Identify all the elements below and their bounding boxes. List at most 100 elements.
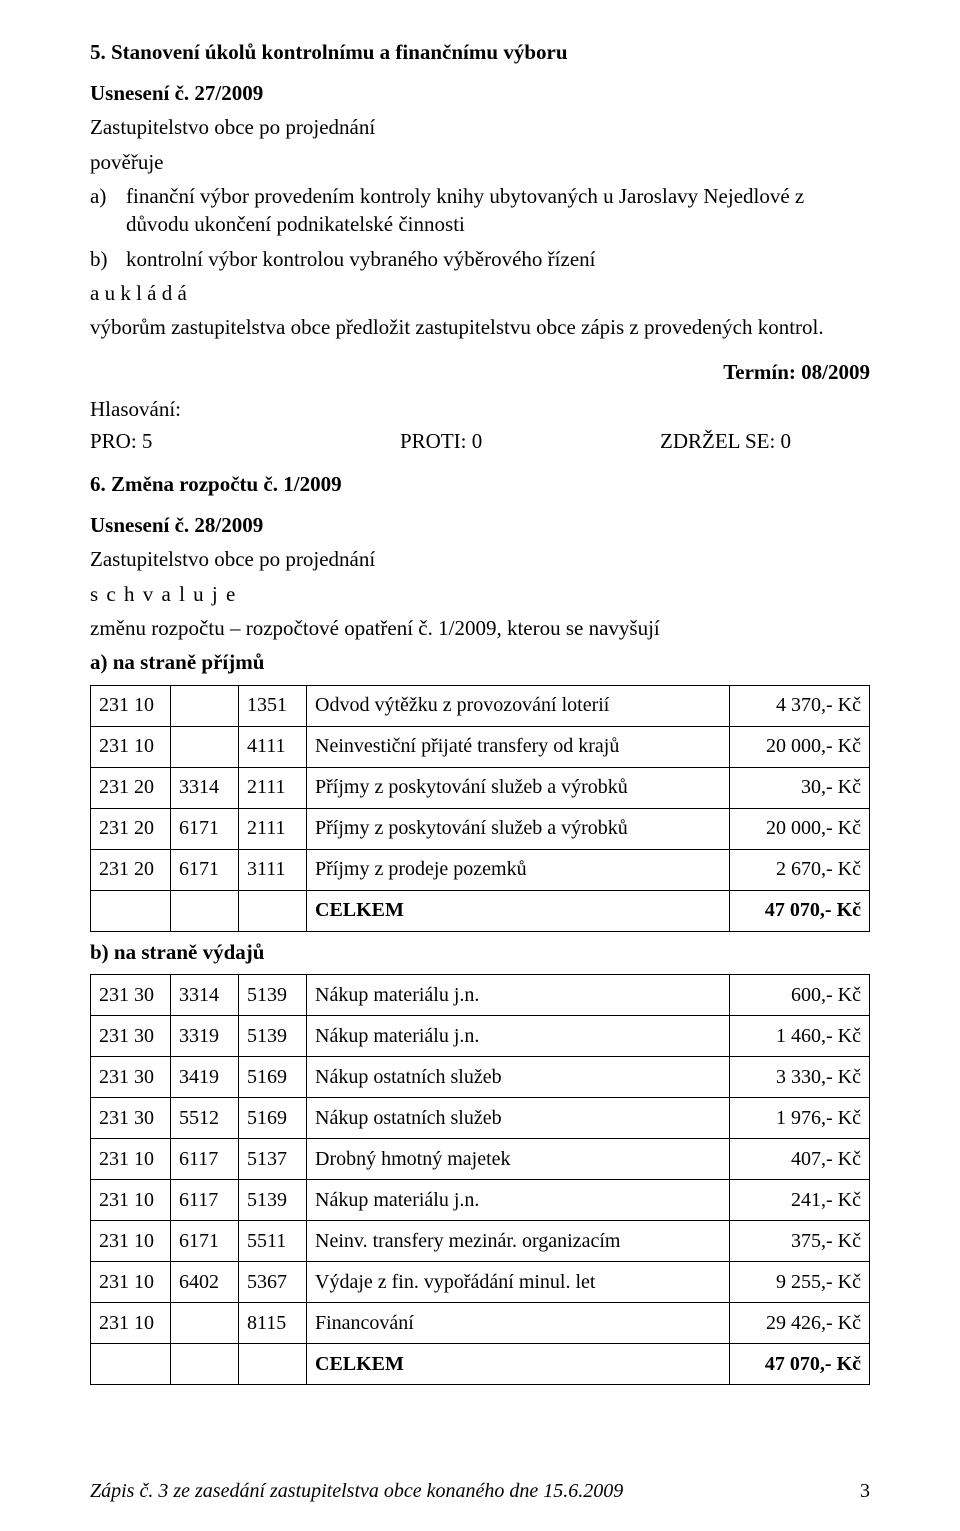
table-cell: 375,- Kč [730, 1221, 870, 1262]
table-cell: 6171 [171, 808, 239, 849]
table-row: 231 1061715511Neinv. transfery mezinár. … [91, 1221, 870, 1262]
table-cell: 1351 [239, 685, 307, 726]
table-cell [91, 1344, 171, 1385]
table-cell: 5512 [171, 1098, 239, 1139]
section6-usneseni: Usnesení č. 28/2009 [90, 511, 870, 539]
table-cell: 6117 [171, 1139, 239, 1180]
section5-uklada-text: výborům zastupitelstva obce předložit za… [90, 313, 870, 341]
table-row: 231 1061175137Drobný hmotný majetek407,-… [91, 1139, 870, 1180]
table-cell: 2 670,- Kč [730, 849, 870, 890]
table-cell: Odvod výtěžku z provozování loterií [307, 685, 730, 726]
table-cell: 5169 [239, 1057, 307, 1098]
section6-heading: 6. Změna rozpočtu č. 1/2009 [90, 472, 870, 497]
table-cell: 231 30 [91, 1057, 171, 1098]
table-cell: Příjmy z poskytování služeb a výrobků [307, 767, 730, 808]
page-footer: Zápis č. 3 ze zasedání zastupitelstva ob… [90, 1480, 870, 1503]
table-cell: 5137 [239, 1139, 307, 1180]
hlasovani-zdrzel: ZDRŽEL SE: 0 [660, 429, 870, 454]
table-cell: Výdaje z fin. vypořádání minul. let [307, 1262, 730, 1303]
table-row: 231 3055125169Nákup ostatních služeb1 97… [91, 1098, 870, 1139]
footer-page-number: 3 [860, 1480, 870, 1503]
hlasovani-pro: PRO: 5 [90, 429, 400, 454]
section5-usneseni: Usnesení č. 27/2009 [90, 79, 870, 107]
vydaje-heading: b) na straně výdajů [90, 938, 870, 966]
table-row: 231 1064025367Výdaje z fin. vypořádání m… [91, 1262, 870, 1303]
table-cell: 6171 [171, 849, 239, 890]
table-cell: 3419 [171, 1057, 239, 1098]
section5-termin: Termín: 08/2009 [90, 360, 870, 385]
list-marker: a) [90, 182, 126, 239]
section5-body1: Zastupitelstvo obce po projednání [90, 113, 870, 141]
list-item-text: kontrolní výbor kontrolou vybraného výbě… [126, 245, 595, 273]
table-cell: 231 10 [91, 726, 171, 767]
table-cell: 407,- Kč [730, 1139, 870, 1180]
table-cell [239, 890, 307, 931]
prijmy-heading: a) na straně příjmů [90, 648, 870, 676]
section6-schvaluje: s c h v a l u j e [90, 580, 870, 608]
table-cell: 47 070,- Kč [730, 890, 870, 931]
table-cell: 2111 [239, 767, 307, 808]
table-cell: 47 070,- Kč [730, 1344, 870, 1385]
table-cell: 231 10 [91, 1221, 171, 1262]
hlasovani-proti: PROTI: 0 [400, 429, 660, 454]
table-cell: Nákup materiálu j.n. [307, 1180, 730, 1221]
table-cell: 231 10 [91, 1139, 171, 1180]
table-cell [239, 1344, 307, 1385]
table-cell: 9 255,- Kč [730, 1262, 870, 1303]
table-cell: 231 20 [91, 808, 171, 849]
table-cell: 8115 [239, 1303, 307, 1344]
table-cell: 231 10 [91, 685, 171, 726]
table-cell: Neinv. transfery mezinár. organizacím [307, 1221, 730, 1262]
table-cell: 231 10 [91, 1303, 171, 1344]
table-cell: 5139 [239, 1016, 307, 1057]
section5-heading: 5. Stanovení úkolů kontrolnímu a finančn… [90, 40, 870, 65]
table-cell: 6171 [171, 1221, 239, 1262]
table-cell [171, 1344, 239, 1385]
table-prijmy: 231 10 1351Odvod výtěžku z provozování lo… [90, 685, 870, 932]
list-marker: b) [90, 245, 126, 273]
table-cell: 3314 [171, 767, 239, 808]
table-cell: 241,- Kč [730, 1180, 870, 1221]
table-row: 231 10 4111Neinvestiční přijaté transfery… [91, 726, 870, 767]
table-cell: 3319 [171, 1016, 239, 1057]
table-cell: Nákup ostatních služeb [307, 1057, 730, 1098]
table-cell: CELKEM [307, 890, 730, 931]
section5-uklada: a u k l á d á [90, 279, 870, 307]
table-cell: 3314 [171, 975, 239, 1016]
table-row: 231 1061175139Nákup materiálu j.n.241,- … [91, 1180, 870, 1221]
table-cell: 231 10 [91, 1262, 171, 1303]
table-cell: Nákup ostatních služeb [307, 1098, 730, 1139]
table-cell: Příjmy z poskytování služeb a výrobků [307, 808, 730, 849]
table-cell: 5169 [239, 1098, 307, 1139]
table-cell: 6117 [171, 1180, 239, 1221]
table-cell [171, 726, 239, 767]
table-cell: 3 330,- Kč [730, 1057, 870, 1098]
table-total-row: CELKEM47 070,- Kč [91, 890, 870, 931]
table-cell: Příjmy z prodeje pozemků [307, 849, 730, 890]
table-cell: 231 30 [91, 1098, 171, 1139]
section6-zmenu: změnu rozpočtu – rozpočtové opatření č. … [90, 614, 870, 642]
hlasovani-label: Hlasování: [90, 395, 870, 423]
table-cell: 4111 [239, 726, 307, 767]
table-cell: Neinvestiční přijaté transfery od krajů [307, 726, 730, 767]
table-cell: 5367 [239, 1262, 307, 1303]
table-cell: 231 10 [91, 1180, 171, 1221]
table-cell: Nákup materiálu j.n. [307, 975, 730, 1016]
table-cell: 29 426,- Kč [730, 1303, 870, 1344]
table-row: 231 2033142111Příjmy z poskytování služe… [91, 767, 870, 808]
table-cell: 2111 [239, 808, 307, 849]
table-cell: 20 000,- Kč [730, 726, 870, 767]
table-cell: Drobný hmotný majetek [307, 1139, 730, 1180]
table-cell: 3111 [239, 849, 307, 890]
table-cell: 231 20 [91, 849, 171, 890]
table-row: 231 2061713111Příjmy z prodeje pozemků2 … [91, 849, 870, 890]
table-cell [91, 890, 171, 931]
table-row: 231 10 1351Odvod výtěžku z provozování lo… [91, 685, 870, 726]
table-cell [171, 685, 239, 726]
table-cell: 5139 [239, 975, 307, 1016]
table-cell: 20 000,- Kč [730, 808, 870, 849]
footer-text: Zápis č. 3 ze zasedání zastupitelstva ob… [90, 1480, 623, 1503]
hlasovani-results: PRO: 5 PROTI: 0 ZDRŽEL SE: 0 [90, 429, 870, 454]
table-cell: Financování [307, 1303, 730, 1344]
section5-item-b: b) kontrolní výbor kontrolou vybraného v… [90, 245, 870, 273]
